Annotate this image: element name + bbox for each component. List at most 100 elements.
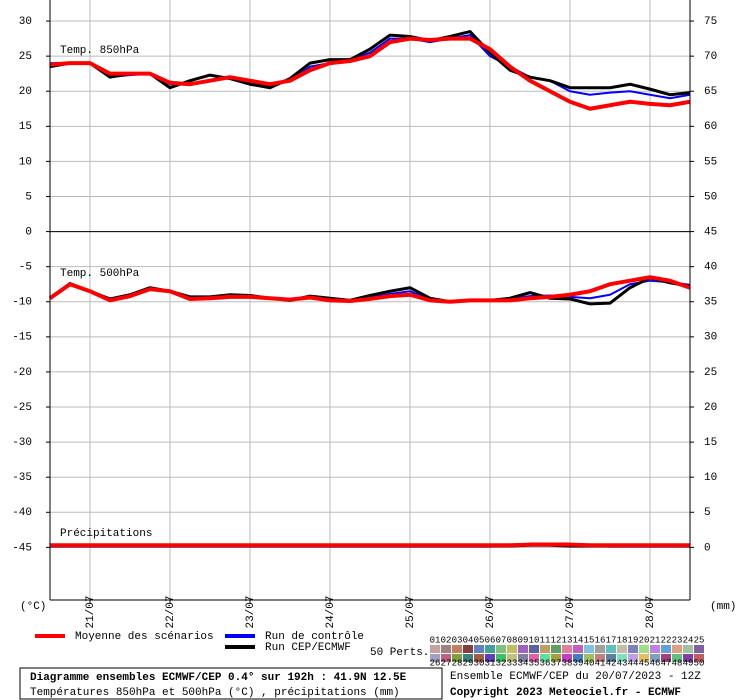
perturbation-label: 09 [518, 635, 529, 645]
perturbation-label: 21 [650, 635, 661, 645]
perturbation-label: 26 [430, 658, 441, 668]
perturbation-swatch [430, 654, 440, 662]
y2-tick-label: 70 [704, 51, 717, 63]
perturbation-label: 31 [485, 658, 496, 668]
perturbation-swatch [606, 645, 616, 653]
perturbation-swatch [639, 654, 649, 662]
perturbation-swatch [639, 645, 649, 653]
perturbation-swatch [606, 654, 616, 662]
perturbation-label: 14 [573, 635, 584, 645]
perturbation-swatch [562, 654, 572, 662]
legend-label: Run de contrôle [265, 631, 364, 643]
perturbation-label: 15 [584, 635, 595, 645]
perturbation-label: 16 [595, 635, 606, 645]
y2-tick-label: 35 [704, 297, 717, 309]
perturbation-label: 44 [628, 658, 639, 668]
perturbation-swatch [650, 654, 660, 662]
perturbation-label: 22 [661, 635, 672, 645]
y2-tick-label: 20 [704, 402, 717, 414]
perturbation-label: 10 [529, 635, 540, 645]
copyright: Copyright 2023 Meteociel.fr - ECMWF [450, 687, 681, 699]
perturbation-swatch [452, 654, 462, 662]
perturbation-swatch [485, 645, 495, 653]
perturbation-label: 07 [496, 635, 507, 645]
perturbation-label: 11 [540, 635, 551, 645]
perturbation-label: 20 [639, 635, 650, 645]
perturbation-label: 03 [452, 635, 463, 645]
perturbation-swatch [551, 654, 561, 662]
y-tick-label: 20 [19, 86, 32, 98]
perturbation-swatch [496, 654, 506, 662]
perturbation-swatch [430, 645, 440, 653]
perturbation-swatch [474, 654, 484, 662]
perturbation-swatch [584, 645, 594, 653]
box-subtitle: Températures 850hPa et 500hPa (°C) , pré… [30, 687, 400, 699]
perturbation-swatch [562, 645, 572, 653]
y-tick-label: -20 [12, 367, 32, 379]
perturbation-label: 40 [584, 658, 595, 668]
y2-tick-label: 55 [704, 156, 717, 168]
perturbation-label: 24 [683, 635, 694, 645]
perturbation-label: 43 [617, 658, 628, 668]
perturbation-swatch [661, 645, 671, 653]
series-line [48, 275, 691, 304]
perturbation-label: 41 [595, 658, 606, 668]
perturbation-swatch [584, 654, 594, 662]
perturbation-label: 45 [639, 658, 650, 668]
y2-tick-label: 30 [704, 332, 717, 344]
perturbation-swatch [628, 645, 638, 653]
perturbation-label: 08 [507, 635, 518, 645]
perturbation-label: 02 [441, 635, 452, 645]
perturbation-swatch [529, 645, 539, 653]
perturbation-swatch [672, 645, 682, 653]
series-line [50, 542, 690, 548]
perturbation-label: 17 [606, 635, 617, 645]
perturbation-label: 36 [540, 658, 551, 668]
x-tick-label: 25/07 [405, 595, 417, 628]
perturbation-label: 50 [694, 658, 705, 668]
perturbation-label: 29 [463, 658, 474, 668]
y2-tick-label: 5 [704, 507, 711, 519]
run-info: Ensemble ECMWF/CEP du 20/07/2023 - 12Z [450, 671, 701, 683]
y2-tick-label: 75 [704, 16, 717, 28]
perturbation-label: 23 [672, 635, 683, 645]
panel-label: Temp. 500hPa [60, 268, 140, 280]
perturbation-label: 05 [474, 635, 485, 645]
perturbation-swatch [441, 645, 451, 653]
perturbation-label: 33 [507, 658, 518, 668]
perturbation-swatch [463, 645, 473, 653]
perturbation-label: 32 [496, 658, 507, 668]
perturbation-swatch [672, 654, 682, 662]
x-tick-label: 26/07 [485, 595, 497, 628]
perturbations-title: 50 Perts. [370, 647, 429, 659]
y2-tick-label: 60 [704, 121, 717, 133]
perturbation-label: 01 [430, 635, 441, 645]
series-line [49, 36, 691, 111]
perturbation-swatch [540, 654, 550, 662]
y-tick-label: -10 [12, 297, 32, 309]
perturbation-label: 34 [518, 658, 529, 668]
y-tick-label: 30 [19, 16, 32, 28]
y-tick-label: -5 [19, 262, 32, 274]
perturbation-label: 25 [694, 635, 705, 645]
perturbation-swatch [507, 645, 517, 653]
perturbation-label: 27 [441, 658, 452, 668]
perturbation-label: 28 [452, 658, 463, 668]
panel-label: Temp. 850hPa [60, 45, 140, 57]
y2-tick-label: 40 [704, 262, 717, 274]
y-tick-label: -15 [12, 332, 32, 344]
y2-tick-label: 10 [704, 472, 717, 484]
perturbation-label: 18 [617, 635, 628, 645]
y2-tick-label: 45 [704, 226, 717, 238]
perturbation-label: 06 [485, 635, 496, 645]
perturbation-swatch [683, 645, 693, 653]
y2-tick-label: 25 [704, 367, 717, 379]
perturbation-swatch [452, 645, 462, 653]
perturbation-swatch [650, 645, 660, 653]
perturbation-swatch [540, 645, 550, 653]
y-tick-label: -30 [12, 437, 32, 449]
perturbation-label: 39 [573, 658, 584, 668]
perturbation-label: 37 [551, 658, 562, 668]
